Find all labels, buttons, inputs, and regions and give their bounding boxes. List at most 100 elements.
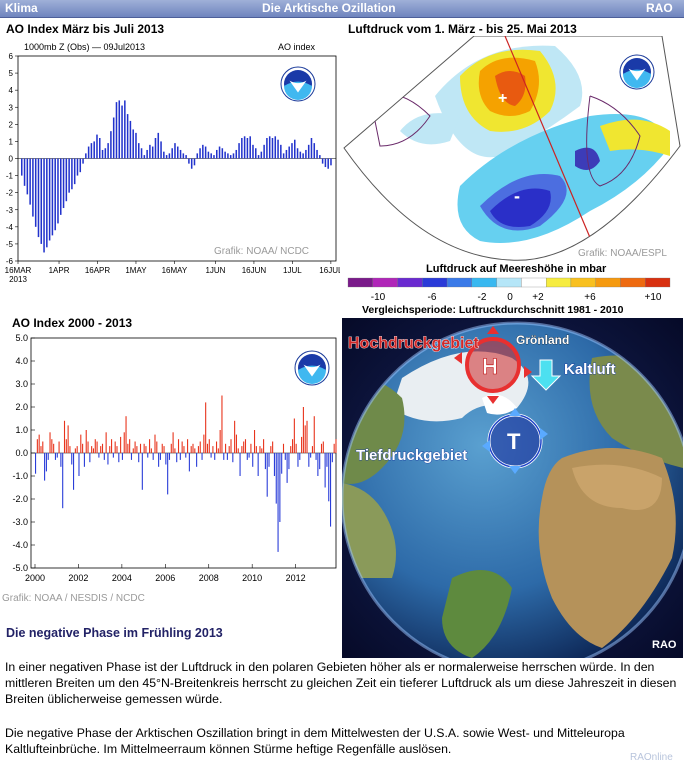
chart2-bar (326, 453, 328, 467)
chart2-bar (100, 446, 102, 453)
chart2-bar (147, 453, 149, 458)
chart2-bar (308, 453, 310, 467)
ao-index-monthly-chart: 5.04.03.02.01.00.0-1.0-2.0-3.0-4.0-5.020… (2, 333, 337, 604)
cold-air-label: Kaltluft (564, 361, 616, 378)
chart2-ytick: 1.0 (15, 425, 28, 435)
chart2-title: AO Index 2000 - 2013 (12, 316, 133, 330)
chart1-subtitle: 1000mb Z (Obs) — 09Jul2013 (24, 42, 145, 52)
chart2-bar (217, 448, 219, 453)
chart2-bar (188, 453, 190, 472)
legend-label: +6 (584, 292, 596, 303)
pressure-anomaly-map: + - Grafik: NOAA/ESPL Luftdruck auf Meer… (343, 36, 681, 316)
chart2-bar (212, 446, 214, 453)
chart1-bar (68, 158, 70, 193)
legend-label: +2 (532, 292, 544, 303)
chart1-bar (229, 155, 232, 159)
chart2-xtick: 2012 (286, 573, 306, 583)
chart2-bar (310, 453, 312, 458)
chart1-bar (282, 153, 285, 159)
chart2-xtick: 2010 (242, 573, 262, 583)
chart2-bar (161, 443, 163, 453)
chart2-bar (85, 430, 87, 453)
chart1-xtick: 16JUL (319, 266, 340, 275)
chart2-bar (214, 453, 216, 460)
chart2-bar (288, 453, 290, 470)
greenland-label: Grönland (516, 333, 569, 347)
chart2-bar (177, 439, 180, 453)
chart1-ytick: 1 (9, 137, 14, 146)
chart1-bar (321, 158, 324, 164)
chart2-bar (183, 446, 185, 453)
chart2-bar (264, 453, 266, 470)
chart1-bar (188, 158, 190, 164)
chart1-xtick: 16JUN (242, 266, 267, 275)
globe-illustration: H T Hochdruckgebiet Grönland Kaltluft Ti… (342, 318, 683, 658)
legend-swatch (620, 277, 646, 288)
chart1-bar (26, 158, 29, 195)
chart1-ytick: -2 (6, 189, 14, 198)
cold-air-arrow-icon (530, 359, 562, 391)
chart1-bar (316, 149, 318, 159)
chart1-bar (121, 105, 123, 159)
chart2-bar (281, 453, 283, 474)
chart1-bar (140, 148, 143, 159)
map1-title: Luftdruck vom 1. März - bis 25. Mai 2013 (348, 22, 577, 36)
low-pressure-label: Tiefdruckgebiet (356, 447, 467, 464)
chart1-bar (157, 132, 160, 159)
chart2-ytick: -1.0 (12, 471, 28, 481)
chart1-bar (163, 151, 165, 159)
chart1-bar (73, 158, 76, 185)
chart2-bar (40, 446, 42, 453)
chart1-bar (135, 132, 137, 159)
chart1-ytick: -1 (6, 172, 14, 181)
chart2-bar (248, 453, 250, 458)
chart2-bar (53, 443, 55, 453)
chart2-bar (159, 453, 161, 460)
legend-swatch (347, 277, 373, 288)
chart1-xtick: 16MAY (162, 266, 188, 275)
chart2-bar (196, 453, 198, 467)
chart1-bar (182, 153, 185, 159)
legend-swatch (570, 277, 596, 288)
chart2-bar (194, 448, 196, 453)
chart1-bar (268, 136, 271, 159)
chart2-bar (96, 441, 98, 453)
chart2-bar (35, 453, 37, 474)
chart2-bar (156, 441, 158, 453)
chart2-bar (284, 453, 286, 460)
chart2-bar (65, 439, 67, 453)
chart2-bar (322, 441, 324, 453)
chart2-bar (239, 453, 241, 476)
chart2-bar (253, 430, 256, 453)
chart2-ytick: 4.0 (15, 356, 28, 366)
chart2-bar (38, 434, 40, 453)
chart2-bar (185, 453, 187, 458)
chart2-bar (302, 407, 304, 453)
chart2-bar (158, 453, 160, 467)
chart1-bar (132, 129, 134, 159)
chart2-bar (277, 453, 279, 552)
chart1-ytick: 6 (9, 52, 14, 61)
chart1-bar (327, 158, 329, 169)
chart2-bar (130, 453, 133, 460)
chart1-bar (90, 143, 93, 159)
chart2-bar (154, 434, 156, 453)
chart1-bar (62, 158, 65, 209)
chart1-bar (143, 155, 146, 159)
chart2-bar (78, 453, 80, 476)
map1-minus-sign: - (514, 186, 520, 206)
chart1-bar (107, 143, 109, 159)
chart2-bar (139, 443, 142, 453)
chart1-bar (129, 120, 132, 159)
chart1-bar (40, 158, 43, 244)
chart2-bar (54, 453, 57, 460)
chart1-bar (227, 153, 229, 159)
chart2-bar (103, 453, 105, 460)
high-pressure-circle (465, 337, 521, 393)
chart1-bar (179, 149, 182, 159)
chart1-bar (196, 153, 199, 159)
chart1-bar (168, 153, 171, 159)
noaa-logo-3 (294, 350, 330, 386)
chart1-bar (252, 144, 254, 159)
chart2-bar (335, 439, 337, 453)
